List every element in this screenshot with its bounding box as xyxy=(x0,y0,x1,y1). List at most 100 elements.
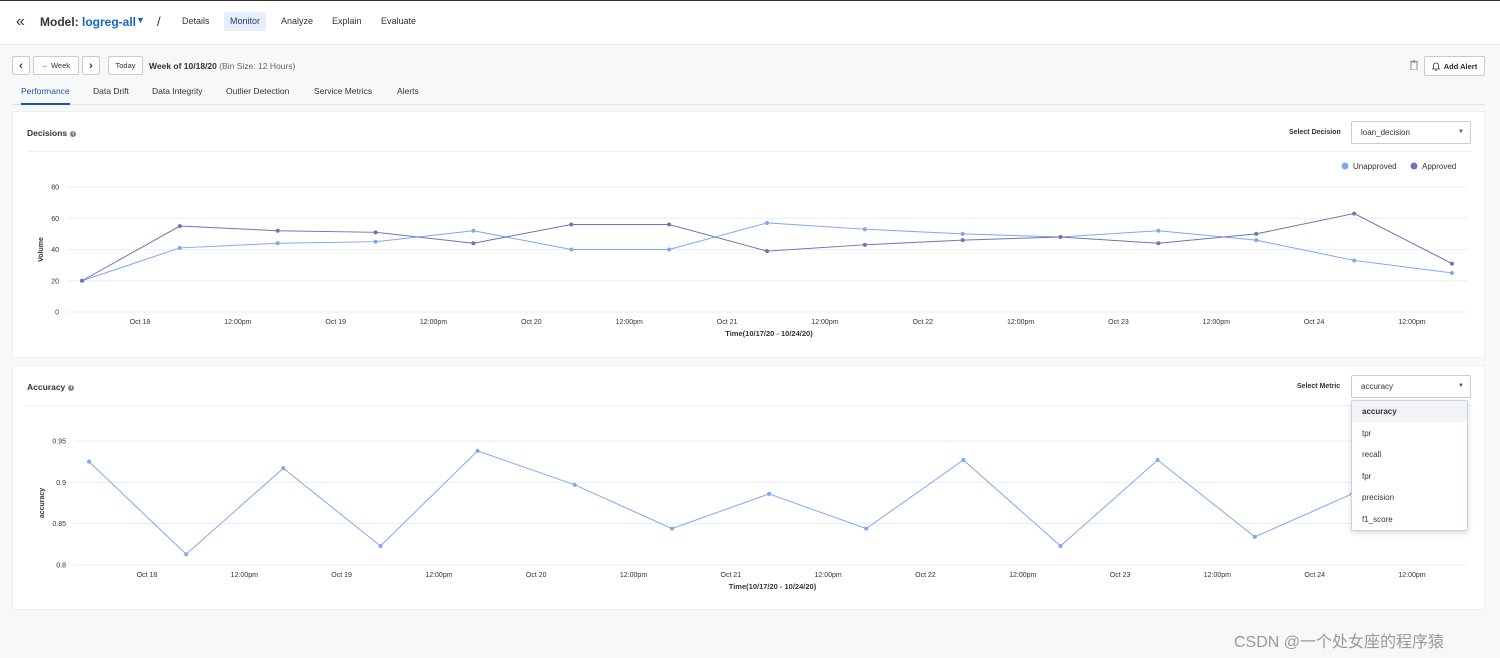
select-metric-label: Select Metric xyxy=(1297,383,1341,390)
x-tick-label: Oct 23 xyxy=(1108,319,1129,326)
data-point-unapproved xyxy=(1254,238,1259,243)
expand-icon: ↔ xyxy=(41,62,48,69)
y-tick-label: 80 xyxy=(51,185,59,192)
data-point-unapproved xyxy=(765,220,769,225)
y-tick-label: 0.95 xyxy=(52,439,66,446)
monitor-tabs: Performance Data Drift Data Integrity Ou… xyxy=(12,81,1485,105)
decisions-title-text: Decisions xyxy=(27,128,68,138)
y-axis-label: accuracy xyxy=(39,488,46,518)
data-point-approved xyxy=(275,228,280,233)
data-point-approved xyxy=(862,242,867,247)
decisions-card: Decisions i Select Decision loan_decision… xyxy=(12,111,1485,358)
metric-option-f1-score[interactable]: f1_score xyxy=(1362,515,1393,524)
metric-option-precision[interactable]: precision xyxy=(1362,493,1395,502)
today-button[interactable]: Today xyxy=(108,56,143,75)
metric-option-tpr[interactable]: tpr xyxy=(1362,429,1372,438)
data-point-approved xyxy=(667,222,672,227)
data-point-series xyxy=(864,526,869,531)
nav-evaluate[interactable]: Evaluate xyxy=(381,16,417,26)
metric-option-recall[interactable]: recall xyxy=(1362,450,1382,459)
decision-select-value: loan_decision xyxy=(1361,128,1410,137)
x-tick-label: Oct 23 xyxy=(1110,572,1131,579)
y-axis-label: Volume xyxy=(38,237,45,262)
watermark: CSDN @一个处女座的程序猿 xyxy=(1234,634,1445,651)
data-point-series xyxy=(184,552,189,557)
legend-label: Unapproved xyxy=(1353,162,1397,171)
x-tick-label: 12:00pm xyxy=(1007,319,1034,326)
data-point-series xyxy=(572,482,577,487)
data-point-series xyxy=(1155,458,1160,463)
x-tick-label: 12:00pm xyxy=(1398,319,1425,326)
bell-icon xyxy=(1431,62,1440,71)
data-point-unapproved xyxy=(177,245,182,250)
bin-size: (Bin Size: 12 Hours) xyxy=(219,61,296,71)
week-range-text: Week of 10/18/20 (Bin Size: 12 Hours) xyxy=(149,61,295,71)
x-tick-label: 12:00pm xyxy=(811,319,838,326)
legend-marker xyxy=(1410,162,1418,170)
breadcrumb-separator: / xyxy=(157,14,161,29)
trash-icon[interactable] xyxy=(1410,60,1418,70)
data-point-series xyxy=(378,543,383,548)
next-week-button[interactable]: › xyxy=(82,56,100,75)
metric-option-accuracy[interactable]: accuracy xyxy=(1352,401,1467,422)
caret-down-icon: ▼ xyxy=(1458,383,1464,389)
nav-analyze[interactable]: Analyze xyxy=(281,16,314,26)
data-point-series xyxy=(669,526,674,531)
info-icon[interactable]: i xyxy=(70,130,77,137)
tab-performance[interactable]: Performance xyxy=(21,86,70,105)
accuracy-title-text: Accuracy xyxy=(27,382,66,392)
data-point-unapproved xyxy=(1450,270,1454,275)
double-chevron-left-icon[interactable]: « xyxy=(16,13,25,30)
tab-data-drift[interactable]: Data Drift xyxy=(93,86,129,96)
x-tick-label: Oct 22 xyxy=(912,319,933,326)
x-tick-label: 12:00pm xyxy=(420,319,447,326)
week-button[interactable]: ↔ Week xyxy=(33,56,79,75)
tab-data-integrity[interactable]: Data Integrity xyxy=(152,86,203,96)
y-tick-label: 40 xyxy=(51,247,59,254)
data-point-series xyxy=(961,458,966,463)
caret-down-icon: ▼ xyxy=(1458,129,1464,135)
decision-select[interactable]: loan_decision ▼ xyxy=(1351,121,1471,144)
top-bar: « Model: logreg-all ▼ / Details Monitor … xyxy=(0,0,1500,45)
x-tick-label: Oct 21 xyxy=(717,319,738,326)
y-tick-label: 0.9 xyxy=(56,480,66,487)
data-point-approved xyxy=(373,230,378,235)
info-icon[interactable]: i xyxy=(68,384,75,391)
add-alert-button[interactable]: Add Alert xyxy=(1424,56,1485,76)
x-tick-label: Oct 24 xyxy=(1304,319,1325,326)
y-tick-label: 20 xyxy=(51,278,59,285)
week-button-label: Week xyxy=(50,61,71,70)
x-tick-label: Oct 21 xyxy=(721,572,742,579)
select-decision-label: Select Decision xyxy=(1289,129,1341,136)
tab-outlier-detection[interactable]: Outlier Detection xyxy=(226,86,290,96)
data-point-unapproved xyxy=(373,239,378,244)
metric-option-fpr[interactable]: fpr xyxy=(1362,472,1372,481)
x-tick-label: 12:00pm xyxy=(620,572,647,579)
data-point-approved xyxy=(1254,231,1259,236)
nav-explain[interactable]: Explain xyxy=(332,16,362,26)
x-tick-label: 12:00pm xyxy=(425,572,452,579)
data-point-approved xyxy=(1156,241,1161,246)
x-tick-label: 12:00pm xyxy=(1398,572,1425,579)
x-axis-label: Time(10/17/20 - 10/24/20) xyxy=(729,582,817,591)
nav-details[interactable]: Details xyxy=(182,16,210,26)
data-point-approved xyxy=(80,278,84,283)
nav-monitor[interactable]: Monitor xyxy=(224,12,267,31)
tab-service-metrics[interactable]: Service Metrics xyxy=(314,86,373,96)
data-point-series xyxy=(1252,534,1257,539)
data-point-approved xyxy=(1352,211,1357,216)
x-tick-label: 12:00pm xyxy=(1204,572,1231,579)
x-tick-label: 12:00pm xyxy=(231,572,258,579)
divider xyxy=(27,151,1472,152)
prev-week-button[interactable]: ‹ xyxy=(12,56,30,75)
metric-select[interactable]: accuracy ▼ xyxy=(1351,375,1471,398)
series-line-series xyxy=(88,450,1353,555)
x-tick-label: Oct 18 xyxy=(137,572,158,579)
caret-down-icon[interactable]: ▼ xyxy=(136,15,145,25)
tab-alerts[interactable]: Alerts xyxy=(397,86,419,96)
model-selector[interactable]: logreg-all xyxy=(82,15,137,29)
x-tick-label: Oct 20 xyxy=(521,319,542,326)
data-point-series xyxy=(767,491,772,496)
data-point-unapproved xyxy=(960,231,965,236)
